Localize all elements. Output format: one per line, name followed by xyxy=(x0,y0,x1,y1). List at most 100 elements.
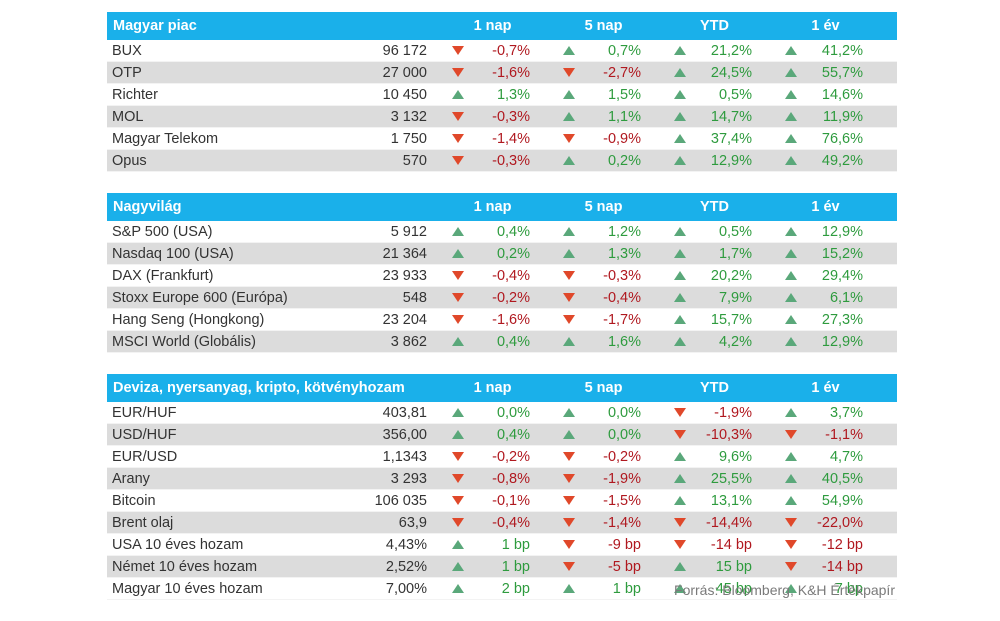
change-value: -0,3% xyxy=(492,152,530,169)
triangle-up-icon xyxy=(447,248,469,259)
column-header: YTD xyxy=(700,18,729,34)
triangle-down-icon xyxy=(447,473,469,484)
row-name: Arany xyxy=(112,470,150,487)
triangle-up-icon xyxy=(780,473,802,484)
change-value: 0,0% xyxy=(607,404,641,421)
column-header: 1 év xyxy=(811,18,840,34)
change-value: 1,7% xyxy=(718,245,752,262)
triangle-up-icon xyxy=(447,429,469,440)
change-value: -2,7% xyxy=(603,64,641,81)
change-value: 1,6% xyxy=(607,333,641,350)
change-value: 6,1% xyxy=(829,289,863,306)
table-row: Német 10 éves hozam 2,52% 1 bp -5 bp 15 bp -1… xyxy=(107,556,897,578)
change-cell: -0,2% xyxy=(540,449,651,465)
table-row: EUR/USD 1,1343 -0,2% -0,2% 9,6% 4,7% xyxy=(107,446,897,468)
change-cell: -0,3% xyxy=(540,268,651,284)
row-value: 548 xyxy=(402,289,427,306)
change-cell: -0,2% xyxy=(429,449,540,465)
change-value: -0,3% xyxy=(492,108,530,125)
change-value: -0,1% xyxy=(492,492,530,509)
change-cell: 45 bp xyxy=(651,581,762,597)
table-row: OTP 27 000 -1,6% -2,7% 24,5% 55,7% xyxy=(107,62,897,84)
triangle-up-icon xyxy=(447,561,469,572)
table-row: MSCI World (Globális) 3 862 0,4% 1,6% 4,2% 12… xyxy=(107,331,897,353)
change-value: 15 bp xyxy=(715,558,752,575)
change-cell: 49,2% xyxy=(762,153,873,169)
change-cell: 1,2% xyxy=(540,224,651,240)
column-header: 1 nap xyxy=(473,18,512,34)
table-row: Brent olaj 63,9 -0,4% -1,4% -14,4% -22,0% xyxy=(107,512,897,534)
change-cell: -0,9% xyxy=(540,131,651,147)
change-value: 45 bp xyxy=(715,580,752,597)
row-value: 7,00% xyxy=(385,580,427,597)
row-name: BUX xyxy=(112,42,142,59)
column-header: 5 nap xyxy=(584,380,623,396)
triangle-up-icon xyxy=(558,111,580,122)
column-header: 1 év xyxy=(811,199,840,215)
row-value: 1,1343 xyxy=(382,448,427,465)
row-value: 403,81 xyxy=(382,404,427,421)
row-value: 3 132 xyxy=(390,108,427,125)
change-value: 14,7% xyxy=(710,108,752,125)
triangle-down-icon xyxy=(447,495,469,506)
change-value: 27,3% xyxy=(821,311,863,328)
change-value: 24,5% xyxy=(710,64,752,81)
triangle-up-icon xyxy=(780,133,802,144)
triangle-up-icon xyxy=(780,451,802,462)
change-value: 0,2% xyxy=(496,245,530,262)
change-value: 15,2% xyxy=(821,245,863,262)
change-cell: 12,9% xyxy=(762,334,873,350)
change-value: -14 bp xyxy=(710,536,752,553)
change-cell: -14 bp xyxy=(762,559,873,575)
change-value: -1,1% xyxy=(825,426,863,443)
change-value: -1,6% xyxy=(492,311,530,328)
change-value: 0,4% xyxy=(496,333,530,350)
change-value: 0,2% xyxy=(607,152,641,169)
change-cell: 2 bp xyxy=(429,581,540,597)
triangle-down-icon xyxy=(669,429,691,440)
triangle-up-icon xyxy=(669,336,691,347)
triangle-down-icon xyxy=(780,539,802,550)
row-value: 27 000 xyxy=(382,64,427,81)
change-value: 1,3% xyxy=(607,245,641,262)
change-cell: -1,6% xyxy=(429,312,540,328)
table-row: EUR/HUF 403,81 0,0% 0,0% -1,9% 3,7% xyxy=(107,402,897,424)
change-cell: 0,2% xyxy=(540,153,651,169)
change-cell: 3,7% xyxy=(762,405,873,421)
change-cell: -12 bp xyxy=(762,537,873,553)
row-name: DAX (Frankfurt) xyxy=(112,267,214,284)
triangle-up-icon xyxy=(780,89,802,100)
section-header: Magyar piac 1 nap 5 nap YTD 1 év xyxy=(107,12,897,40)
change-value: -0,3% xyxy=(603,267,641,284)
triangle-down-icon xyxy=(558,539,580,550)
triangle-up-icon xyxy=(447,407,469,418)
triangle-down-icon xyxy=(780,561,802,572)
change-value: 0,7% xyxy=(607,42,641,59)
triangle-up-icon xyxy=(558,583,580,594)
row-name: EUR/USD xyxy=(112,448,178,465)
change-cell: -1,4% xyxy=(429,131,540,147)
row-name: Nasdaq 100 (USA) xyxy=(112,245,234,262)
triangle-down-icon xyxy=(447,314,469,325)
change-value: -1,5% xyxy=(603,492,641,509)
row-name: S&P 500 (USA) xyxy=(112,223,213,240)
triangle-up-icon xyxy=(558,155,580,166)
change-cell: 21,2% xyxy=(651,43,762,59)
triangle-down-icon xyxy=(558,517,580,528)
change-cell: 14,7% xyxy=(651,109,762,125)
triangle-up-icon xyxy=(780,407,802,418)
change-cell: 29,4% xyxy=(762,268,873,284)
row-name: Hang Seng (Hongkong) xyxy=(112,311,265,328)
change-cell: 1,5% xyxy=(540,87,651,103)
column-header: 5 nap xyxy=(584,18,623,34)
row-name: Opus xyxy=(112,152,147,169)
triangle-down-icon xyxy=(447,292,469,303)
triangle-up-icon xyxy=(780,292,802,303)
triangle-down-icon xyxy=(669,517,691,528)
change-value: -9 bp xyxy=(607,536,641,553)
triangle-up-icon xyxy=(669,45,691,56)
table-section: Nagyvilág 1 nap 5 nap YTD 1 év S&P 500 (USA) 5… xyxy=(107,193,897,353)
change-cell: 12,9% xyxy=(762,224,873,240)
change-cell: 15,2% xyxy=(762,246,873,262)
change-cell: -14,4% xyxy=(651,515,762,531)
